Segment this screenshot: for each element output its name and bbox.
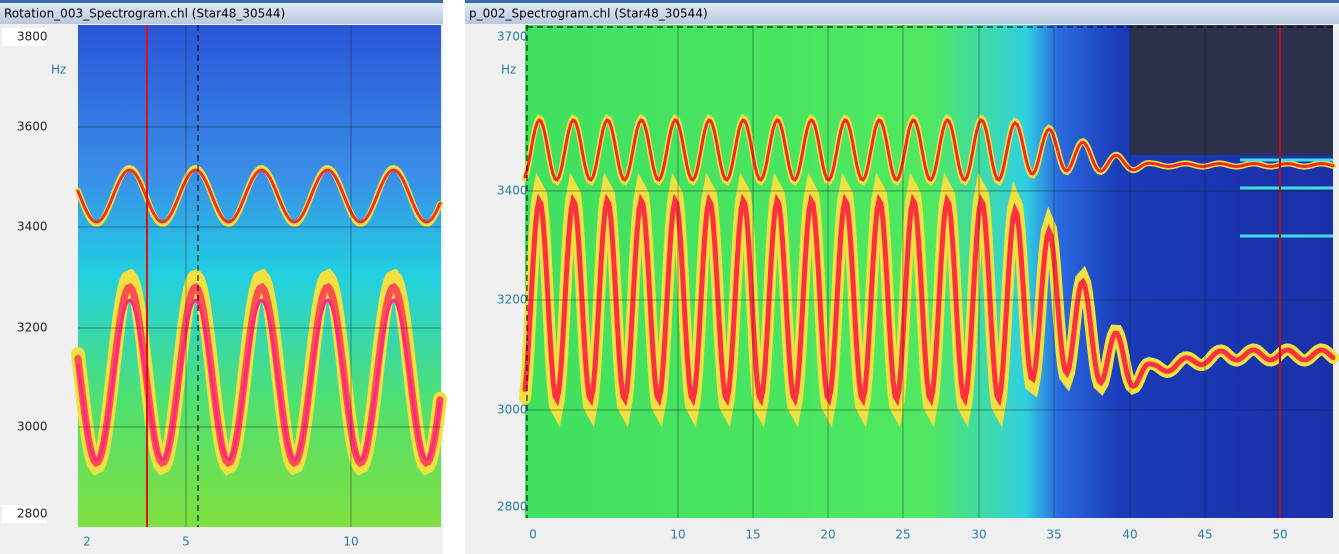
title-accent: [465, 0, 1339, 3]
unit-label: Hz: [51, 63, 66, 77]
y-tick-label: 3200: [497, 293, 528, 307]
x-tick-label: 0: [529, 528, 537, 542]
x-tick-label: 40: [1122, 528, 1137, 542]
trace: [76, 168, 442, 224]
y-tick-label: 2800: [17, 507, 48, 521]
x-tick-label: 10: [670, 528, 685, 542]
y-tick-label: 3400: [497, 184, 528, 198]
label-box: [2, 505, 46, 523]
trace: [76, 298, 442, 462]
y-tick-label: 3600: [17, 120, 48, 134]
x-tick-label: 45: [1197, 528, 1212, 542]
y-tick-label: 3700: [497, 30, 528, 44]
unit-label: Hz: [501, 63, 516, 77]
x-tick-label: 5: [182, 535, 190, 549]
x-tick-label: 30: [971, 528, 986, 542]
x-tick-label: 20: [820, 528, 835, 542]
window-title: Rotation_003_Spectrogram.chl (Star48_305…: [4, 7, 285, 21]
label-box: [2, 28, 46, 46]
x-tick-label: 2: [83, 535, 91, 549]
y-tick-label: 3400: [17, 220, 48, 234]
x-tick-label: 25: [895, 528, 910, 542]
title-bar[interactable]: [0, 0, 443, 24]
title-bar[interactable]: [465, 0, 1339, 24]
y-tick-label: 3200: [17, 321, 48, 335]
spectral-traces: [71, 164, 447, 476]
y-tick-label: 3000: [17, 420, 48, 434]
y-tick-label: 3800: [17, 30, 48, 44]
trace: [523, 118, 1335, 182]
x-tick-label: 35: [1046, 528, 1061, 542]
title-accent: [0, 0, 443, 3]
y-tick-label: 3000: [497, 403, 528, 417]
window-title: p_002_Spectrogram.chl (Star48_30544): [469, 7, 708, 21]
spectral-traces: [519, 114, 1339, 428]
trace: [522, 193, 1336, 407]
dark-region: [1130, 25, 1333, 155]
x-tick-label: 10: [343, 535, 358, 549]
y-tick-label: 2800: [497, 500, 528, 514]
x-tick-label: 50: [1272, 528, 1287, 542]
x-tick-label: 15: [745, 528, 760, 542]
